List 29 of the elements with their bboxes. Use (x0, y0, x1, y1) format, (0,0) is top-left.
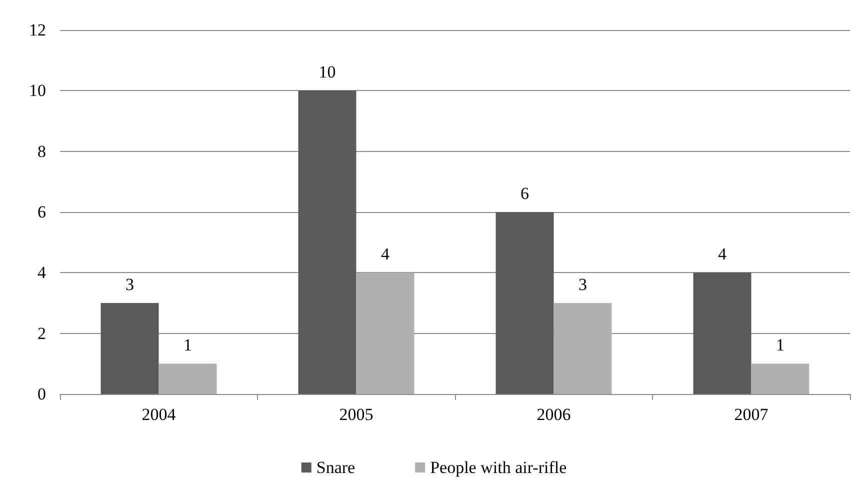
bar (751, 364, 810, 394)
y-tick-label: 12 (29, 20, 46, 40)
data-label: 3 (578, 275, 587, 294)
bar (554, 303, 612, 394)
bar (158, 364, 217, 394)
y-tick-label: 8 (38, 142, 46, 161)
data-label: 6 (520, 184, 529, 203)
data-label: 4 (381, 244, 390, 264)
legend-label: People with air-rifle (430, 458, 567, 477)
data-label: 1 (184, 336, 192, 355)
bar (298, 90, 356, 394)
y-tick-label: 0 (38, 384, 46, 404)
x-tick-label: 2006 (536, 405, 571, 424)
data-label: 1 (776, 336, 784, 355)
bar (356, 272, 414, 394)
legend-label: Snare (316, 458, 356, 477)
y-tick-label: 4 (38, 263, 46, 282)
data-label: 3 (126, 275, 134, 294)
x-tick-label: 2005 (339, 405, 374, 424)
bar (496, 212, 554, 394)
y-tick-label: 6 (38, 202, 46, 222)
x-tick-label: 2007 (734, 405, 769, 424)
bar (100, 303, 159, 394)
data-label: 10 (318, 62, 336, 82)
x-tick-label: 2004 (142, 405, 176, 424)
y-tick-label: 10 (29, 81, 46, 100)
data-label: 4 (718, 244, 727, 264)
y-tick-label: 2 (38, 324, 46, 343)
bar (693, 272, 752, 394)
